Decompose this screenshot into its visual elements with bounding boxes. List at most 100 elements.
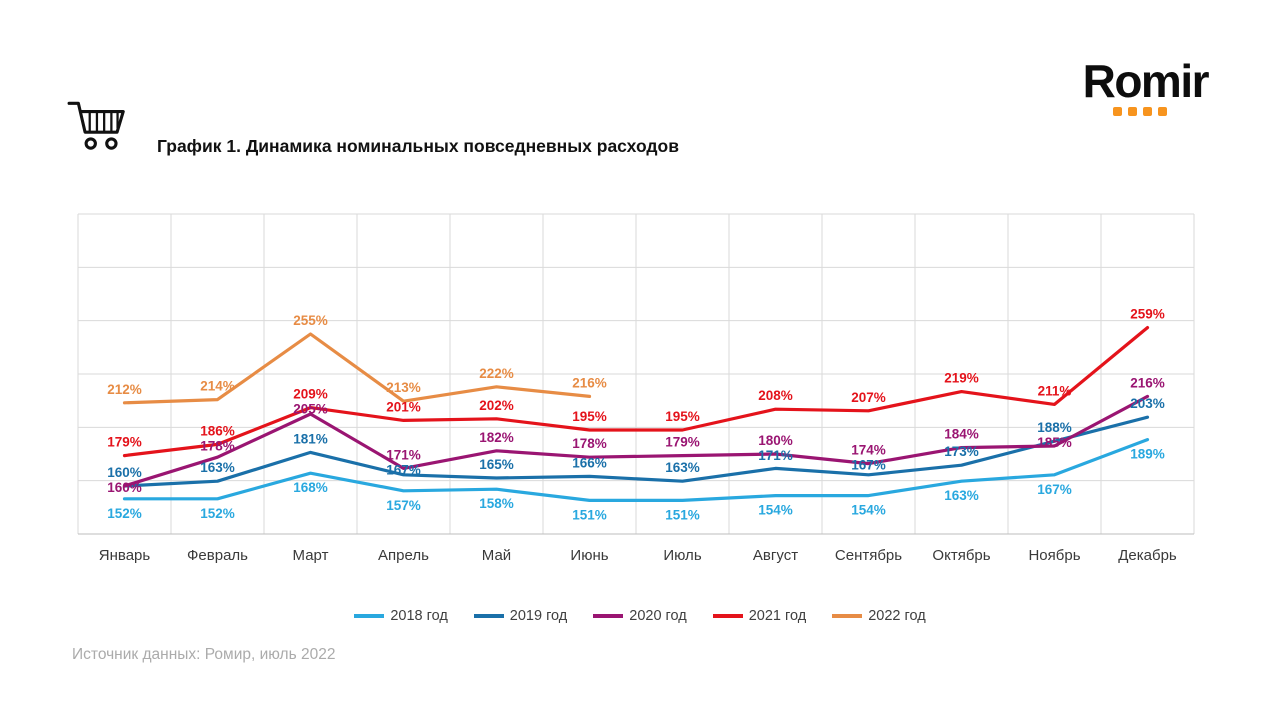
legend-item-2020: 2020 год <box>593 608 687 624</box>
data-label: 259% <box>1130 307 1165 322</box>
data-label: 203% <box>1130 396 1165 411</box>
series-line-2018 <box>122 438 1150 502</box>
data-label: 167% <box>1037 482 1072 497</box>
data-label: 216% <box>1130 375 1165 390</box>
data-label: 205% <box>293 402 328 417</box>
data-label: 163% <box>944 488 979 503</box>
chart-canvas: Январь Февраль Март Апрель Май Июнь Июль Август… <box>77 213 1195 564</box>
legend-item-2018: 2018 год <box>354 608 448 624</box>
source-note: Источник данных: Ромир, июль 2022 <box>72 646 336 663</box>
logo-dot <box>1127 107 1137 116</box>
data-label: 167% <box>851 458 886 473</box>
legend-item-2021: 2021 год <box>712 608 807 624</box>
data-label: 195% <box>665 409 700 424</box>
data-label: 171% <box>758 448 793 463</box>
romir-logo-text: Romir <box>1082 55 1210 107</box>
legend-swatch <box>712 614 743 618</box>
data-label: 255% <box>293 313 328 328</box>
data-label: 154% <box>851 503 886 518</box>
data-label: 186% <box>200 423 235 438</box>
data-label: 151% <box>665 507 700 522</box>
data-label: 166% <box>572 455 607 470</box>
data-label: 173% <box>944 444 979 459</box>
data-label: 209% <box>293 387 328 402</box>
logo-dot <box>1157 107 1167 116</box>
data-label: 219% <box>944 371 979 386</box>
chart-region: Январь Февраль Март Апрель Май Июнь Июль Август… <box>76 208 1196 576</box>
series-line-2020 <box>122 394 1150 488</box>
legend-label: 2019 год <box>509 608 568 624</box>
data-label: 152% <box>200 506 235 521</box>
x-axis-label: Март <box>293 547 329 564</box>
data-label: 174% <box>851 443 886 458</box>
legend-item-2022: 2022 год <box>832 608 926 624</box>
data-label: 152% <box>107 506 142 521</box>
legend: 2018 год 2019 год 2020 год 2021 год 2022 год <box>0 608 1280 624</box>
x-axis-label: Апрель <box>378 547 429 564</box>
series-line-2022 <box>122 332 592 405</box>
data-label: 214% <box>200 379 235 394</box>
data-label: 189% <box>1130 447 1165 462</box>
x-axis-label: Октябрь <box>932 547 990 564</box>
romir-logo: Romir <box>1082 55 1210 116</box>
legend-label: 2018 год <box>390 608 448 624</box>
legend-item-2019: 2019 год <box>473 608 568 624</box>
data-label: 163% <box>665 460 700 475</box>
data-label: 216% <box>572 375 607 390</box>
data-label: 182% <box>479 430 514 445</box>
data-label: 151% <box>572 507 607 522</box>
legend-swatch <box>593 614 624 618</box>
data-label: 207% <box>851 390 886 405</box>
x-axis-label: Июнь <box>570 547 608 564</box>
x-axis-label: Февраль <box>187 547 248 564</box>
series-line-2021 <box>122 326 1150 458</box>
legend-swatch <box>473 614 504 618</box>
x-axis-label: Январь <box>99 547 151 564</box>
data-label: 208% <box>758 388 793 403</box>
data-label: 185% <box>1037 435 1072 450</box>
romir-logo-dots <box>1112 107 1208 116</box>
data-label: 181% <box>293 431 328 446</box>
data-label: 167% <box>386 462 421 477</box>
data-label: 202% <box>479 398 514 413</box>
data-label: 168% <box>293 480 328 495</box>
data-label: 201% <box>386 399 421 414</box>
logo-dot <box>1112 107 1122 116</box>
data-label: 213% <box>386 380 421 395</box>
x-axis-label: Ноябрь <box>1028 547 1080 564</box>
data-label: 178% <box>572 436 607 451</box>
x-axis-label: Декабрь <box>1118 547 1177 564</box>
x-axis-label: Май <box>482 547 511 564</box>
legend-swatch <box>354 614 385 618</box>
data-label: 157% <box>386 498 421 513</box>
series-line-2019 <box>122 415 1150 488</box>
x-axis-label: Июль <box>663 547 701 564</box>
data-label: 178% <box>200 438 235 453</box>
data-label: 184% <box>944 427 979 442</box>
data-label: 160% <box>107 465 142 480</box>
x-axis-label: Август <box>753 547 798 564</box>
data-label: 211% <box>1038 383 1072 398</box>
data-label: 158% <box>479 496 514 511</box>
x-axis-label: Сентябрь <box>835 547 902 564</box>
legend-label: 2021 год <box>748 608 807 624</box>
logo-dot <box>1142 107 1152 116</box>
legend-swatch <box>832 614 863 618</box>
data-label: 154% <box>758 503 793 518</box>
shopping-cart-icon <box>66 96 132 161</box>
data-label: 165% <box>479 457 514 472</box>
data-label: 222% <box>479 366 514 381</box>
page-title: График 1. Динамика номинальных повседнев… <box>157 136 679 156</box>
data-label: 188% <box>1037 420 1072 435</box>
data-label: 179% <box>665 435 700 450</box>
data-label: 195% <box>572 409 607 424</box>
legend-label: 2022 год <box>868 608 926 624</box>
data-label: 212% <box>107 382 142 397</box>
data-label: 171% <box>386 447 421 462</box>
data-label: 160% <box>107 480 142 495</box>
data-label: 180% <box>758 433 793 448</box>
legend-label: 2020 год <box>629 608 687 624</box>
data-label: 163% <box>200 460 235 475</box>
data-label: 179% <box>107 435 142 450</box>
